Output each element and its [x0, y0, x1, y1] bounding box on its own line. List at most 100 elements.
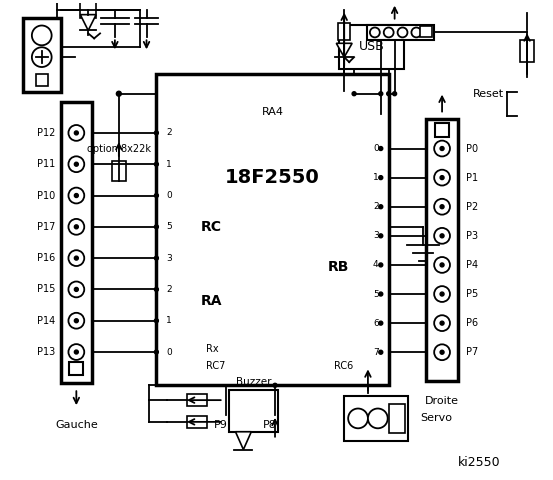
Circle shape — [154, 319, 158, 323]
Circle shape — [69, 219, 84, 235]
Text: 2: 2 — [373, 202, 379, 211]
Text: Servo: Servo — [420, 413, 452, 423]
Bar — [80, 2, 96, 18]
Text: P12: P12 — [37, 128, 56, 138]
Circle shape — [74, 225, 79, 229]
Text: 1: 1 — [373, 173, 379, 182]
Text: 2: 2 — [166, 285, 172, 294]
Text: 7: 7 — [373, 348, 379, 357]
Circle shape — [370, 27, 380, 37]
Bar — [187, 416, 207, 428]
Circle shape — [154, 350, 158, 354]
Circle shape — [32, 25, 51, 45]
Bar — [228, 390, 278, 432]
Text: P5: P5 — [466, 289, 478, 299]
Circle shape — [32, 47, 51, 67]
Circle shape — [434, 315, 450, 331]
Circle shape — [379, 146, 383, 151]
Bar — [70, 361, 84, 375]
Bar — [367, 24, 434, 40]
Bar — [187, 394, 207, 406]
Text: 0: 0 — [373, 144, 379, 153]
Bar — [420, 25, 432, 37]
Bar — [36, 74, 48, 86]
Polygon shape — [336, 43, 352, 57]
Bar — [156, 74, 389, 385]
Circle shape — [379, 205, 383, 209]
Bar — [338, 23, 350, 40]
Text: Rx: Rx — [206, 344, 218, 354]
Circle shape — [434, 170, 450, 186]
Text: 6: 6 — [373, 319, 379, 328]
Text: 18F2550: 18F2550 — [225, 168, 320, 187]
Circle shape — [74, 256, 79, 260]
Text: Buzzer: Buzzer — [236, 377, 271, 387]
Text: RC7: RC7 — [206, 360, 225, 371]
Circle shape — [69, 250, 84, 266]
Circle shape — [379, 234, 383, 238]
Text: P15: P15 — [37, 285, 56, 294]
Text: option 8x22k: option 8x22k — [87, 144, 151, 154]
Text: RC: RC — [201, 220, 222, 234]
Circle shape — [273, 384, 277, 387]
Circle shape — [379, 263, 383, 267]
Circle shape — [154, 162, 158, 166]
Bar — [389, 404, 404, 433]
Text: Reset: Reset — [473, 89, 504, 99]
Polygon shape — [236, 432, 251, 450]
Circle shape — [398, 27, 408, 37]
Text: P14: P14 — [38, 316, 56, 326]
Bar — [112, 161, 126, 180]
Circle shape — [440, 350, 444, 354]
Text: ki2550: ki2550 — [458, 456, 500, 469]
Circle shape — [411, 27, 421, 37]
Text: P0: P0 — [466, 144, 478, 154]
Circle shape — [74, 319, 79, 323]
Bar — [426, 120, 458, 381]
Text: 1: 1 — [166, 316, 172, 325]
Bar — [339, 24, 404, 69]
Bar — [23, 18, 60, 92]
Circle shape — [69, 344, 84, 360]
Circle shape — [69, 156, 84, 172]
Text: P9: P9 — [213, 420, 228, 430]
Text: P6: P6 — [466, 318, 478, 328]
Text: 5: 5 — [166, 222, 172, 231]
Text: 0: 0 — [166, 191, 172, 200]
Circle shape — [154, 193, 158, 197]
Text: P4: P4 — [466, 260, 478, 270]
Text: P1: P1 — [466, 173, 478, 182]
Circle shape — [154, 288, 158, 291]
Circle shape — [379, 176, 383, 180]
Circle shape — [116, 91, 121, 96]
Text: P13: P13 — [38, 347, 56, 357]
Circle shape — [434, 141, 450, 156]
Text: 4: 4 — [373, 261, 379, 269]
Text: P11: P11 — [38, 159, 56, 169]
Text: RA: RA — [201, 294, 222, 308]
Circle shape — [434, 344, 450, 360]
Text: RC6: RC6 — [335, 360, 353, 371]
Text: RA4: RA4 — [262, 107, 284, 117]
Text: P16: P16 — [38, 253, 56, 263]
Text: P10: P10 — [38, 191, 56, 201]
Text: P7: P7 — [466, 347, 478, 357]
Circle shape — [434, 199, 450, 215]
Circle shape — [379, 350, 383, 354]
Text: Droite: Droite — [425, 396, 459, 406]
Text: 5: 5 — [373, 289, 379, 299]
Text: P8: P8 — [263, 420, 277, 430]
Circle shape — [352, 92, 356, 96]
Circle shape — [154, 225, 158, 229]
Circle shape — [379, 292, 383, 296]
Text: P3: P3 — [466, 231, 478, 241]
Text: Gauche: Gauche — [55, 420, 98, 430]
Circle shape — [69, 313, 84, 329]
Bar — [60, 102, 92, 384]
Circle shape — [348, 408, 368, 428]
Circle shape — [69, 281, 84, 297]
Circle shape — [440, 176, 444, 180]
Bar — [344, 396, 409, 441]
Circle shape — [384, 27, 394, 37]
Circle shape — [368, 408, 388, 428]
